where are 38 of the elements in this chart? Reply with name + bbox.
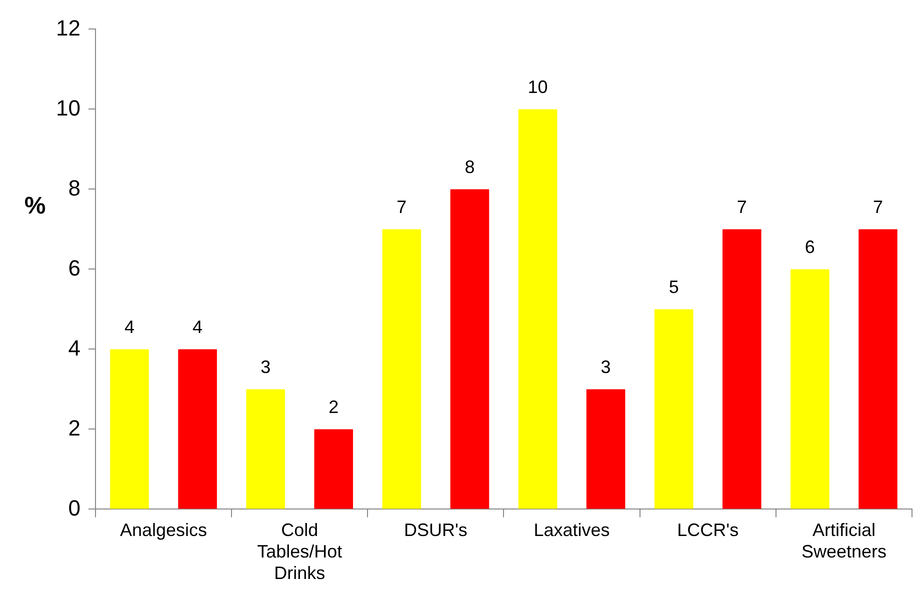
y-tick-label: 2	[68, 415, 80, 440]
data-label: 10	[528, 77, 548, 98]
bar	[722, 229, 762, 509]
data-label: 2	[328, 397, 339, 418]
data-label: 4	[124, 317, 134, 338]
y-tick-label: 4	[68, 335, 80, 360]
bar	[178, 349, 217, 509]
x-tick-label: LCCR's	[677, 520, 739, 540]
bar	[110, 349, 149, 509]
bar	[314, 429, 354, 509]
data-label: 8	[464, 157, 475, 178]
y-tick-label: 0	[68, 495, 80, 520]
data-label: 7	[396, 197, 407, 218]
x-tick-label: DSUR's	[404, 520, 468, 540]
bar	[858, 229, 898, 509]
bar	[518, 109, 558, 509]
data-label: 6	[804, 237, 815, 258]
y-tick-label: 8	[68, 175, 80, 200]
y-tick-label: 6	[68, 255, 80, 280]
y-axis-title: %	[24, 192, 46, 220]
y-tick-label: 10	[56, 95, 80, 120]
x-tick-label: Cold Tables/Hot Drinks	[257, 520, 342, 584]
bar	[654, 309, 694, 509]
x-tick-label: Laxatives	[534, 520, 610, 540]
x-tick-label: Analgesics	[120, 520, 208, 540]
data-label: 3	[600, 357, 611, 378]
data-label: 7	[736, 197, 747, 218]
bar	[246, 389, 285, 509]
bar	[450, 189, 490, 509]
bar	[790, 269, 830, 509]
data-label: 3	[260, 357, 271, 378]
bar	[382, 229, 422, 509]
data-label: 7	[872, 197, 883, 218]
x-tick-label: Artificial Sweetners	[801, 520, 886, 562]
bar	[586, 389, 626, 509]
data-label: 4	[192, 317, 203, 338]
data-label: 5	[668, 277, 679, 298]
y-tick-label: 12	[56, 15, 80, 40]
